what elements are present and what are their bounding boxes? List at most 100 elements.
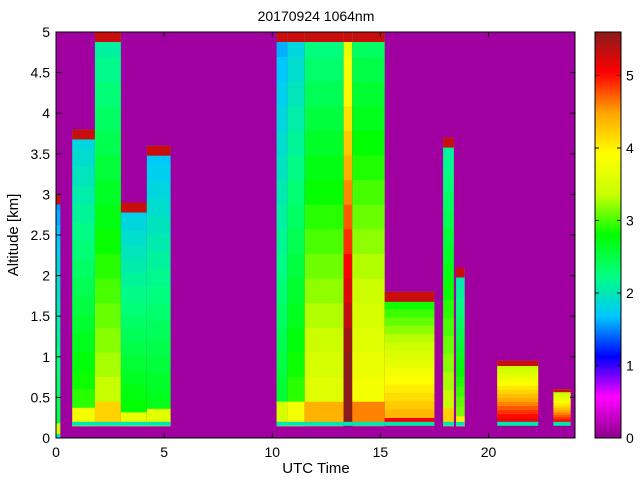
heatmap-cell	[304, 130, 344, 156]
heatmap-cell	[146, 233, 171, 252]
heatmap-cell	[72, 129, 95, 140]
observation-segment	[343, 32, 353, 427]
heatmap-cell	[304, 421, 344, 426]
heatmap-cell	[56, 285, 61, 302]
heatmap-cell	[287, 155, 305, 181]
colorbar-tick-label: 4	[626, 140, 634, 156]
heatmap-cell	[553, 405, 571, 409]
heatmap-cell	[304, 253, 344, 279]
heatmap-cell	[456, 316, 465, 328]
heatmap-cell	[497, 381, 539, 386]
x-tick-label: 20	[481, 444, 497, 460]
heatmap-cell	[352, 105, 385, 131]
heatmap-cell	[343, 278, 353, 304]
heatmap-cell	[497, 373, 539, 378]
x-tick-label: 5	[160, 444, 168, 460]
heatmap-cell	[343, 32, 353, 42]
observation-segment	[384, 291, 435, 427]
heatmap-cell	[146, 320, 171, 339]
heatmap-cell	[120, 286, 147, 301]
heatmap-cell	[497, 389, 539, 394]
heatmap-cell	[456, 356, 465, 367]
heatmap-cell	[352, 253, 385, 279]
observation-segment	[456, 267, 465, 427]
heatmap-cell	[443, 421, 454, 426]
heatmap-cell	[343, 105, 353, 131]
heatmap-cell	[94, 179, 121, 205]
observation-segment	[497, 360, 539, 427]
heatmap-cell	[384, 342, 435, 351]
heatmap-cell	[146, 198, 171, 217]
heatmap-cell	[304, 179, 344, 205]
heatmap-cell	[443, 155, 454, 175]
heatmap-cell	[72, 185, 95, 205]
heatmap-cell	[343, 81, 353, 107]
heatmap-cell	[456, 376, 465, 387]
heatmap-cell	[120, 342, 147, 357]
heatmap-cell	[94, 421, 121, 426]
heatmap-cell	[352, 204, 385, 230]
heatmap-cell	[56, 209, 61, 226]
heatmap-cell	[343, 32, 353, 58]
heatmap-cell	[287, 56, 305, 82]
heatmap-cell	[443, 335, 454, 355]
heatmap-cell	[443, 137, 454, 148]
heatmap-cell	[384, 421, 435, 426]
heatmap-cell	[497, 409, 539, 415]
heatmap-cell	[497, 360, 539, 367]
x-tick-label: 0	[52, 444, 60, 460]
heatmap-cell	[146, 250, 171, 269]
heatmap-cell	[343, 376, 353, 402]
observation-segment	[352, 32, 385, 427]
heatmap-cell	[352, 278, 385, 304]
heatmap-cell	[72, 351, 95, 371]
heatmap-cell	[287, 421, 305, 426]
heatmap-cell	[343, 421, 353, 426]
heatmap-cell	[553, 407, 571, 411]
heatmap-cell	[443, 353, 454, 373]
heatmap-cell	[56, 361, 61, 378]
heatmap-cell	[304, 302, 344, 328]
heatmap-cell	[56, 434, 61, 438]
colorbar-tick-label: 5	[626, 68, 634, 84]
y-tick-label: 1	[42, 349, 50, 365]
heatmap-cell	[120, 369, 147, 385]
observation-segment	[553, 389, 571, 427]
heatmap-cell	[384, 358, 435, 368]
heatmap-cell	[304, 327, 344, 353]
heatmap-cell	[352, 130, 385, 156]
heatmap-cell	[456, 421, 465, 426]
heatmap-cell	[384, 367, 435, 377]
heatmap-cell	[553, 421, 571, 426]
heatmap-cell	[146, 285, 171, 304]
heatmap-cell	[72, 388, 95, 408]
heatmap-cell	[56, 240, 61, 256]
heatmap-cell	[56, 331, 61, 348]
heatmap-cell	[456, 277, 465, 288]
heatmap-cell	[56, 224, 61, 241]
heatmap-cell	[343, 130, 353, 156]
heatmap-cell	[287, 228, 305, 255]
heatmap-cell	[276, 130, 288, 156]
heatmap-cell	[553, 393, 571, 397]
heatmap-cell	[94, 32, 121, 42]
heatmap-cell	[553, 391, 571, 395]
heatmap-cell	[384, 400, 435, 410]
heatmap-cell	[384, 383, 435, 393]
colorbar: 0 1 2 3 4 5	[594, 31, 634, 446]
heatmap-cell	[120, 244, 147, 259]
heatmap-cell	[56, 392, 61, 409]
y-tick-label: 5	[42, 24, 50, 40]
heatmap-cell	[146, 390, 171, 409]
heatmap-cell	[384, 316, 435, 326]
heatmap-cell	[94, 204, 121, 230]
heatmap-cell	[120, 202, 147, 213]
heatmap-cell	[120, 421, 147, 426]
heatmap-cell	[276, 32, 288, 42]
heatmap-cell	[456, 287, 465, 298]
observation-segment	[287, 32, 305, 427]
heatmap-cell	[456, 307, 465, 318]
heatmap-cell	[497, 417, 539, 423]
heatmap-cell	[497, 405, 539, 411]
